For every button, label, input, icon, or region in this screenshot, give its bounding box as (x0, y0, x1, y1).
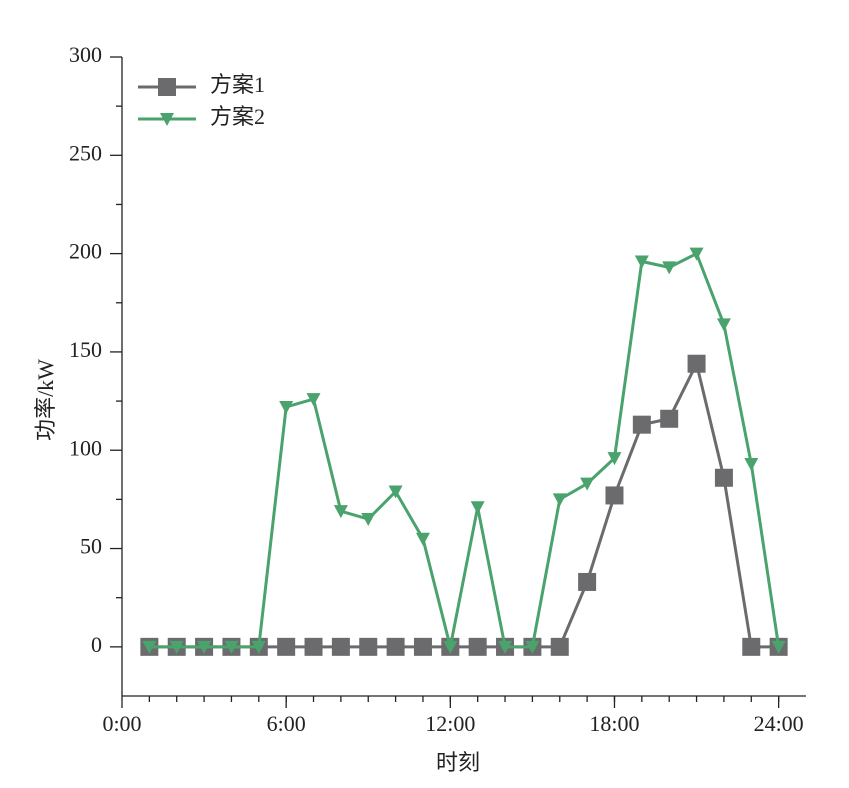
marker (660, 409, 679, 428)
marker (607, 452, 622, 466)
y-tick-label: 250 (69, 140, 102, 165)
legend-label: 方案1 (210, 72, 265, 97)
marker (525, 640, 540, 654)
x-tick-label: 24:00 (754, 711, 804, 736)
marker (331, 637, 350, 656)
legend-marker (158, 78, 176, 96)
marker (386, 637, 405, 656)
marker (744, 457, 759, 471)
marker (333, 505, 348, 519)
marker (498, 640, 513, 654)
y-tick-label: 50 (80, 534, 102, 559)
marker (388, 485, 403, 499)
x-tick-label: 18:00 (589, 711, 639, 736)
x-tick-label: 12:00 (425, 711, 475, 736)
y-tick-label: 150 (69, 337, 102, 362)
marker (251, 640, 266, 654)
x-tick-label: 6:00 (267, 711, 306, 736)
marker (306, 393, 321, 407)
marker (142, 640, 157, 654)
legend-label: 方案2 (210, 104, 265, 129)
y-tick-label: 300 (69, 42, 102, 67)
marker (771, 640, 786, 654)
marker (359, 637, 378, 656)
marker (224, 640, 239, 654)
series-line (149, 251, 781, 649)
marker (413, 637, 432, 656)
marker (169, 640, 184, 654)
marker (580, 477, 595, 491)
x-axis-label: 时刻 (436, 750, 480, 775)
y-tick-label: 200 (69, 239, 102, 264)
marker (632, 415, 651, 434)
marker (277, 637, 296, 656)
marker (689, 247, 704, 261)
marker (279, 400, 294, 414)
marker (197, 640, 212, 654)
marker (634, 255, 649, 269)
marker (468, 637, 487, 656)
marker (304, 637, 323, 656)
marker (578, 572, 597, 591)
y-axis-label: 功率/kW (33, 359, 58, 441)
marker (550, 637, 569, 656)
marker (415, 532, 430, 546)
marker (687, 354, 706, 373)
marker (742, 637, 761, 656)
y-tick-label: 100 (69, 435, 102, 460)
marker (361, 513, 376, 527)
marker (714, 468, 733, 487)
x-tick-label: 0:00 (102, 711, 141, 736)
legend-marker (160, 113, 174, 126)
marker (552, 493, 567, 507)
marker (605, 486, 624, 505)
y-tick-label: 0 (91, 632, 102, 657)
marker (443, 640, 458, 654)
series-line (149, 359, 779, 649)
marker (716, 318, 731, 332)
marker (470, 501, 485, 515)
marker (662, 261, 677, 275)
